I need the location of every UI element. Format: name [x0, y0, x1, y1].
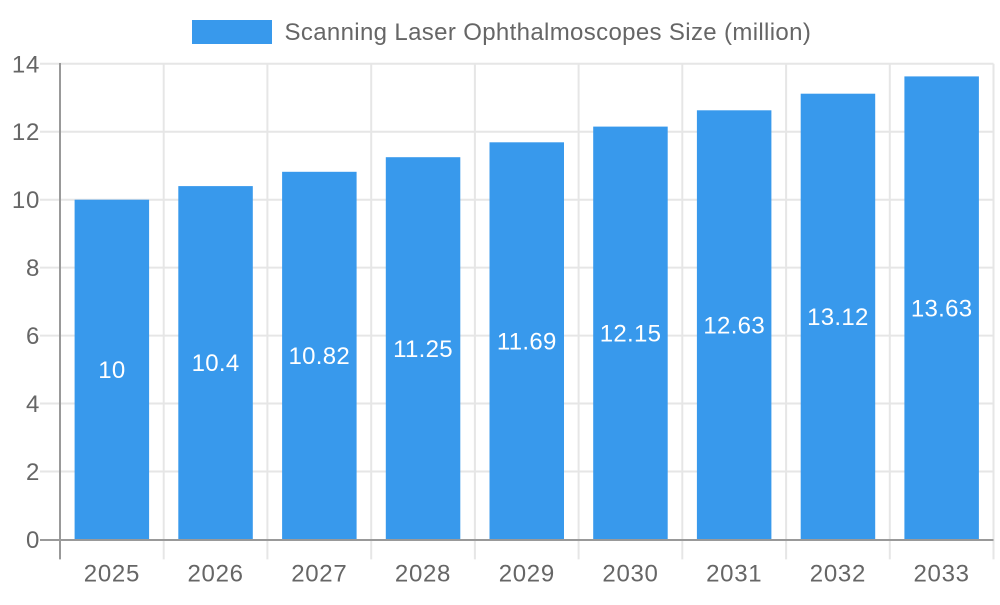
svg-text:2030: 2030	[602, 561, 658, 588]
svg-text:8: 8	[26, 255, 40, 282]
svg-text:11.25: 11.25	[393, 336, 453, 363]
svg-text:10.4: 10.4	[192, 350, 240, 377]
svg-text:13.63: 13.63	[911, 295, 973, 322]
svg-text:12: 12	[12, 119, 40, 146]
svg-text:2025: 2025	[84, 561, 140, 588]
svg-text:2032: 2032	[810, 561, 866, 588]
svg-text:4: 4	[26, 391, 40, 418]
svg-text:Scanning Laser Ophthalmoscopes: Scanning Laser Ophthalmoscopes Size (mil…	[285, 19, 812, 46]
svg-text:2028: 2028	[395, 561, 451, 588]
svg-text:2033: 2033	[913, 561, 969, 588]
svg-text:2027: 2027	[291, 561, 347, 588]
svg-text:10: 10	[12, 187, 40, 214]
svg-text:2026: 2026	[187, 561, 243, 588]
svg-text:12.63: 12.63	[703, 312, 765, 339]
svg-text:14: 14	[12, 51, 40, 78]
svg-text:10.82: 10.82	[289, 343, 351, 370]
svg-text:10: 10	[98, 357, 125, 384]
svg-text:6: 6	[26, 323, 40, 350]
svg-text:12.15: 12.15	[600, 321, 662, 348]
svg-text:0: 0	[26, 527, 40, 554]
svg-text:2029: 2029	[499, 561, 555, 588]
svg-text:11.69: 11.69	[497, 328, 557, 355]
svg-text:2031: 2031	[706, 561, 762, 588]
svg-text:13.12: 13.12	[807, 304, 869, 331]
svg-text:2: 2	[26, 459, 40, 486]
